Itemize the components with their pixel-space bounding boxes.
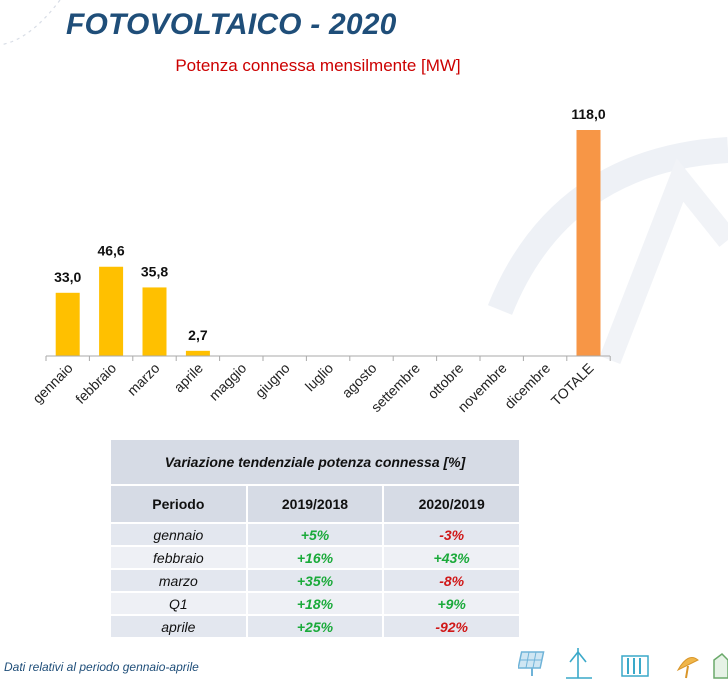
bar-marzo — [142, 287, 167, 356]
header-2019-2018: 2019/2018 — [245, 484, 385, 524]
footnote: Dati relativi al periodo gennaio-aprile — [4, 660, 199, 674]
wind-turbine-icon — [566, 648, 592, 679]
bar-totale — [576, 130, 601, 356]
category-label-luglio: luglio — [302, 360, 337, 395]
value-label-gennaio: 33,0 — [54, 269, 81, 285]
value-label-aprile: 2,7 — [188, 327, 208, 343]
bar-gennaio — [55, 292, 80, 356]
category-label-marzo: marzo — [124, 360, 163, 399]
page-title: FOTOVOLTAICO - 2020 — [66, 8, 397, 41]
satellite-dish-icon — [676, 657, 699, 679]
bars-group: 33,0 46,6 35,8 2,7 118,0 — [54, 106, 606, 356]
table-row: gennaio +5% -3% — [109, 522, 521, 547]
category-label-totale: TOTALE — [548, 360, 597, 409]
change-2019-2018: +25% — [245, 614, 385, 639]
table-row: Q1 +18% +9% — [109, 591, 521, 616]
category-label-agosto: agosto — [339, 360, 380, 401]
period-cell: Q1 — [109, 591, 248, 616]
bar-aprile — [185, 350, 210, 356]
category-label-febbraio: febbraio — [72, 360, 119, 407]
table-row: marzo +35% -8% — [109, 568, 521, 593]
hydro-dam-icon — [621, 655, 649, 677]
table-row: febbraio +16% +43% — [109, 545, 521, 570]
change-2019-2018: +18% — [245, 591, 385, 616]
category-label-dicembre: dicembre — [501, 360, 553, 412]
change-2019-2018: +5% — [245, 522, 385, 547]
variation-table: Variazione tendenziale potenza connessa … — [109, 438, 521, 639]
category-label-gennaio: gennaio — [29, 360, 76, 407]
category-label-ottobre: ottobre — [424, 360, 466, 402]
change-2020-2019: -92% — [382, 614, 521, 639]
category-label-aprile: aprile — [170, 360, 206, 396]
building-icon — [713, 653, 728, 679]
change-2020-2019: -8% — [382, 568, 521, 593]
solar-panel-icon — [518, 651, 545, 676]
change-2020-2019: +43% — [382, 545, 521, 570]
value-label-marzo: 35,8 — [141, 263, 168, 279]
header-2020-2019: 2020/2019 — [382, 484, 521, 524]
value-label-febbraio: 46,6 — [97, 243, 124, 259]
x-axis-ticks — [45, 356, 611, 361]
period-cell: marzo — [109, 568, 248, 593]
change-2020-2019: +9% — [382, 591, 521, 616]
period-cell: febbraio — [109, 545, 248, 570]
period-cell: aprile — [109, 614, 248, 639]
header-periodo: Periodo — [109, 484, 248, 524]
table-row: aprile +25% -92% — [109, 614, 521, 639]
bar-chart: Potenza connessa mensilmente [MW] 33,0 46… — [29, 56, 611, 415]
category-label-maggio: maggio — [206, 360, 250, 404]
change-2019-2018: +16% — [245, 545, 385, 570]
bar-febbraio — [99, 266, 124, 356]
change-2020-2019: -3% — [382, 522, 521, 547]
change-2019-2018: +35% — [245, 568, 385, 593]
category-label-giugno: giugno — [252, 360, 293, 401]
footer-icons — [518, 648, 728, 679]
value-label-totale: 118,0 — [571, 106, 605, 122]
chart-title: Potenza connessa mensilmente [MW] — [175, 56, 460, 75]
table-caption: Variazione tendenziale potenza connessa … — [109, 438, 521, 486]
period-cell: gennaio — [109, 522, 248, 547]
